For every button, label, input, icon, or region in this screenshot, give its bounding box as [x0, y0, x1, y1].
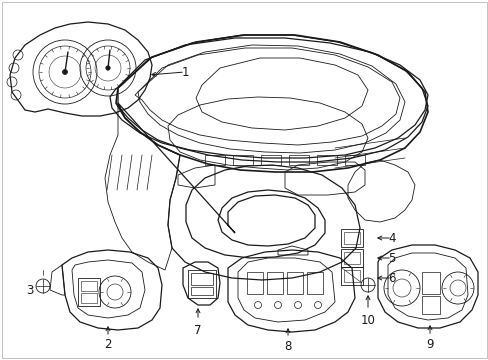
Bar	[340, 249, 362, 267]
Text: 8: 8	[284, 341, 291, 354]
Bar	[340, 229, 362, 247]
Bar	[191, 287, 213, 295]
Text: 3: 3	[26, 284, 34, 297]
Bar	[204, 155, 224, 165]
Bar	[187, 270, 216, 298]
Bar	[421, 296, 439, 314]
Text: 6: 6	[387, 271, 395, 284]
Bar	[343, 252, 359, 264]
Text: 10: 10	[360, 314, 375, 327]
Text: 9: 9	[426, 338, 433, 351]
Bar	[343, 232, 359, 244]
Bar	[345, 155, 364, 165]
Text: 5: 5	[387, 252, 395, 265]
Bar	[81, 293, 97, 303]
Bar	[288, 155, 308, 165]
Bar	[78, 278, 100, 306]
Bar	[286, 272, 303, 294]
Text: 2: 2	[104, 338, 112, 351]
Bar	[246, 272, 263, 294]
Bar	[343, 270, 359, 282]
Text: 7: 7	[194, 324, 202, 337]
Bar	[340, 267, 362, 285]
Text: 4: 4	[387, 231, 395, 244]
Bar	[191, 273, 213, 285]
Bar	[316, 155, 336, 165]
Bar	[266, 272, 283, 294]
Text: 1: 1	[181, 66, 188, 78]
Bar	[261, 155, 281, 165]
Circle shape	[105, 66, 110, 70]
Circle shape	[62, 69, 67, 75]
Bar	[81, 281, 97, 291]
Bar	[421, 272, 439, 294]
Bar	[232, 155, 252, 165]
Bar	[306, 272, 323, 294]
